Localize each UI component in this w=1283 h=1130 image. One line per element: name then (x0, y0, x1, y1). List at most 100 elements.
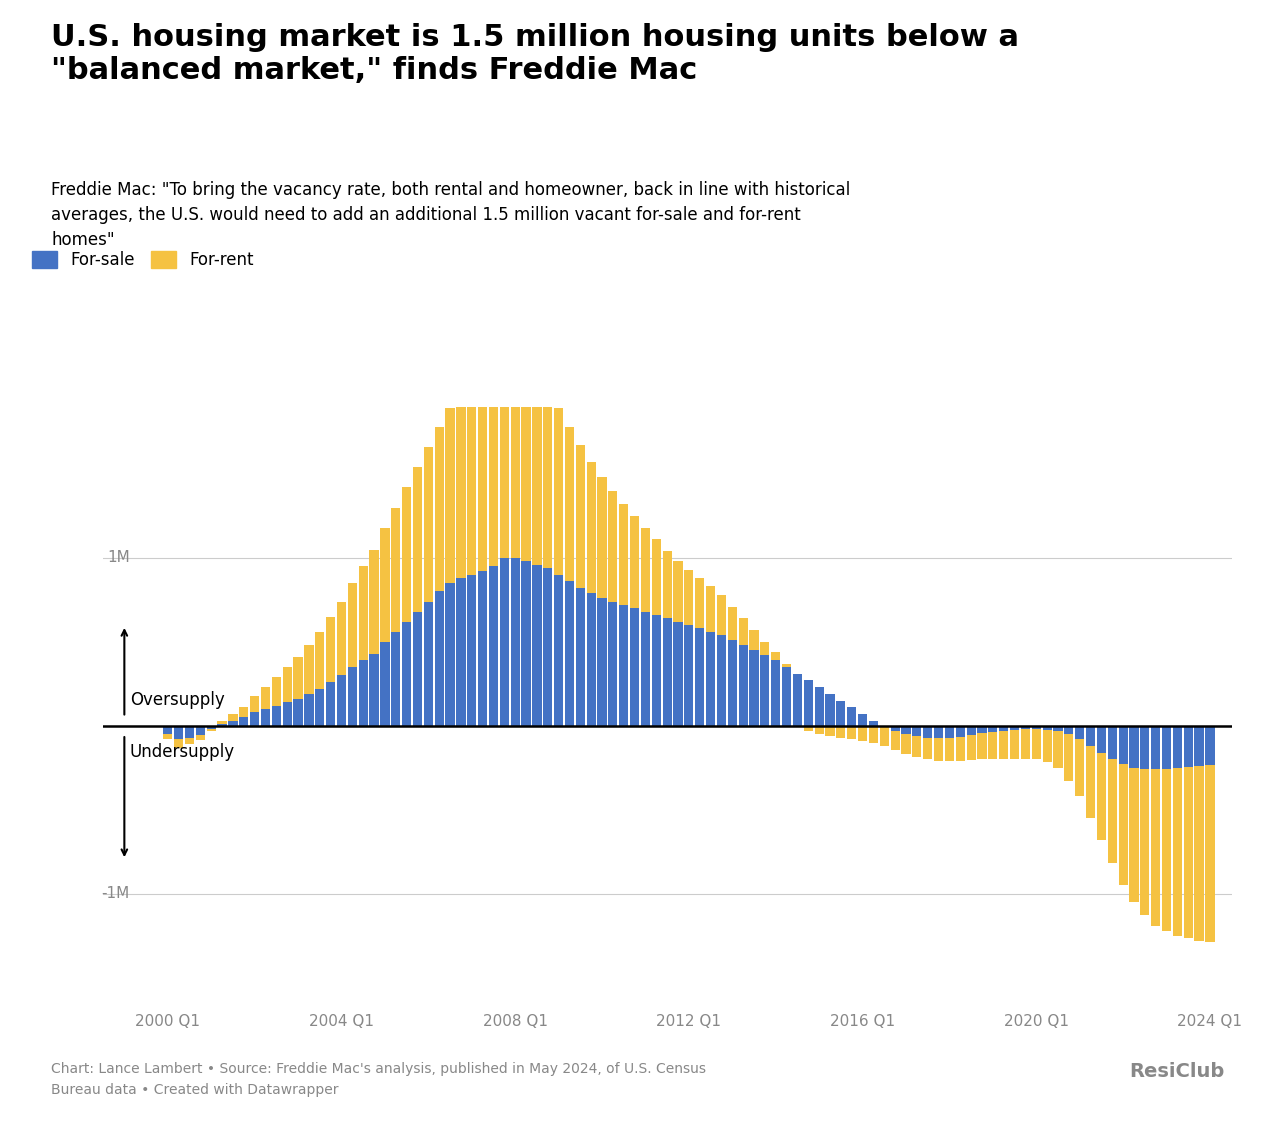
Bar (880, 725, 889, 728)
Bar (380, 528, 390, 642)
Bar (294, 699, 303, 725)
Bar (815, 687, 824, 725)
Bar (717, 635, 726, 725)
Bar (684, 625, 694, 725)
Bar (912, 736, 921, 757)
Bar (260, 709, 271, 725)
Bar (803, 680, 813, 725)
Bar (999, 731, 1008, 758)
Bar (467, 390, 476, 575)
Bar (1194, 766, 1203, 940)
Bar (934, 725, 943, 738)
Bar (674, 562, 683, 622)
Bar (250, 696, 259, 712)
Bar (1141, 770, 1150, 915)
Text: U.S. housing market is 1.5 million housing units below a
"balanced market," find: U.S. housing market is 1.5 million housi… (51, 23, 1019, 85)
Bar (640, 611, 650, 725)
Bar (749, 650, 758, 725)
Bar (576, 445, 585, 588)
Bar (912, 725, 921, 736)
Text: Oversupply: Oversupply (130, 690, 225, 709)
Bar (1032, 729, 1041, 759)
Bar (586, 462, 595, 593)
Bar (1075, 725, 1084, 739)
Bar (662, 551, 672, 618)
Bar (1141, 725, 1150, 770)
Bar (435, 427, 444, 591)
Bar (532, 376, 541, 565)
Bar (554, 575, 563, 725)
Bar (890, 731, 899, 750)
Bar (869, 725, 878, 742)
Bar (1032, 725, 1041, 729)
Bar (999, 725, 1008, 731)
Bar (922, 725, 933, 738)
Bar (402, 622, 412, 725)
Bar (511, 558, 520, 725)
Bar (630, 608, 639, 725)
Bar (902, 725, 911, 734)
Bar (391, 632, 400, 725)
Bar (1085, 725, 1096, 746)
Bar (1107, 759, 1117, 863)
Bar (988, 725, 997, 731)
Bar (978, 733, 987, 759)
Bar (1053, 731, 1062, 767)
Bar (391, 507, 400, 632)
Bar (228, 714, 237, 721)
Bar (272, 705, 281, 725)
Bar (608, 601, 617, 725)
Bar (489, 375, 498, 566)
Bar (304, 694, 313, 725)
Bar (185, 725, 194, 738)
Bar (326, 617, 335, 683)
Bar (358, 660, 368, 725)
Bar (1064, 734, 1074, 781)
Bar (543, 390, 553, 568)
Bar (825, 694, 835, 725)
Bar (934, 738, 943, 760)
Bar (674, 622, 683, 725)
Bar (706, 632, 715, 725)
Bar (565, 427, 574, 582)
Bar (402, 487, 412, 622)
Bar (749, 631, 758, 650)
Bar (445, 408, 454, 583)
Bar (316, 632, 325, 689)
Bar (565, 582, 574, 725)
Bar (1085, 746, 1096, 818)
Bar (988, 731, 997, 758)
Bar (652, 539, 661, 615)
Bar (479, 572, 488, 725)
Bar (956, 725, 965, 737)
Bar (890, 725, 899, 731)
Bar (1162, 725, 1171, 768)
Bar (358, 566, 368, 660)
Bar (620, 605, 629, 725)
Bar (1205, 765, 1215, 941)
Bar (793, 673, 802, 725)
Bar (207, 725, 216, 729)
Text: Chart: Lance Lambert • Source: Freddie Mac's analysis, published in May 2024, of: Chart: Lance Lambert • Source: Freddie M… (51, 1062, 707, 1097)
Bar (1173, 725, 1182, 767)
Bar (695, 579, 704, 628)
Bar (761, 655, 770, 725)
Bar (880, 728, 889, 746)
Bar (576, 588, 585, 725)
Bar (825, 725, 835, 736)
Bar (1075, 739, 1084, 797)
Bar (1205, 725, 1215, 765)
Text: Freddie Mac: "To bring the vacancy rate, both rental and homeowner, back in line: Freddie Mac: "To bring the vacancy rate,… (51, 181, 851, 249)
Bar (260, 687, 271, 709)
Text: Undersupply: Undersupply (130, 742, 235, 760)
Bar (858, 725, 867, 741)
Bar (944, 738, 955, 760)
Bar (228, 721, 237, 725)
Bar (294, 657, 303, 699)
Bar (586, 593, 595, 725)
Bar (196, 734, 205, 740)
Bar (1010, 725, 1019, 730)
Bar (1151, 770, 1160, 925)
Bar (1107, 725, 1117, 759)
Text: ResiClub: ResiClub (1129, 1062, 1224, 1081)
